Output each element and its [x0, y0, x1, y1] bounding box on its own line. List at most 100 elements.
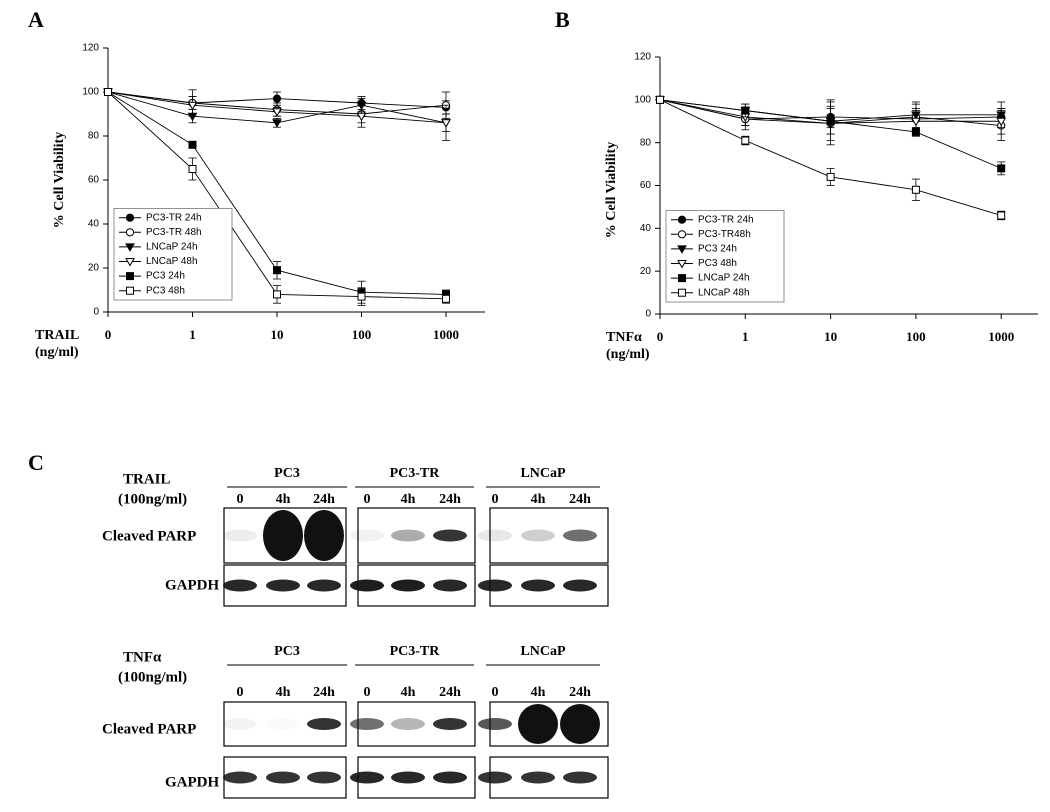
band — [223, 718, 257, 730]
y-tick-label: 120 — [82, 43, 99, 54]
y-tick-label: 80 — [640, 137, 652, 148]
marker — [677, 230, 687, 239]
lane-label: 4h — [401, 492, 416, 507]
marker — [357, 292, 366, 301]
band — [266, 771, 300, 784]
marker — [678, 274, 686, 283]
band — [518, 704, 558, 744]
x-tick-label: 0 — [105, 327, 112, 342]
y-tick-label: 0 — [93, 307, 99, 318]
panel-label: B — [555, 7, 570, 32]
marker — [272, 108, 282, 117]
band — [563, 579, 597, 592]
marker — [188, 140, 197, 149]
band — [266, 579, 300, 592]
row-label: GAPDH — [165, 577, 219, 593]
band — [263, 510, 303, 561]
marker — [996, 117, 1007, 127]
marker — [911, 127, 920, 136]
marker — [126, 272, 134, 281]
lane-label: 24h — [569, 685, 591, 700]
marker — [272, 119, 282, 128]
marker — [441, 119, 451, 128]
band — [350, 579, 384, 592]
marker — [188, 165, 197, 173]
marker — [125, 243, 135, 252]
legend-label: LNCaP 48h — [146, 256, 198, 267]
band — [350, 771, 384, 784]
lane-label: 0 — [492, 492, 499, 507]
legend-label: LNCaP 24h — [146, 242, 198, 253]
band — [433, 718, 467, 730]
x-tick-label: 1000 — [988, 329, 1014, 344]
row-label: Cleaved PARP — [102, 528, 196, 544]
marker — [678, 288, 686, 297]
band — [478, 579, 512, 592]
lane-label: 0 — [237, 492, 244, 507]
row-label: Cleaved PARP — [102, 721, 196, 737]
band — [266, 718, 300, 730]
marker — [125, 258, 135, 267]
y-axis-label: % Cell Viability — [52, 132, 67, 228]
band — [563, 529, 597, 542]
lane-label: 0 — [364, 492, 371, 507]
x-axis-label: TNFα — [606, 330, 642, 345]
band — [307, 771, 341, 784]
x-axis-label: (ng/ml) — [35, 345, 79, 360]
lane-label: 4h — [531, 685, 546, 700]
lane-label: 24h — [439, 492, 461, 507]
marker — [104, 88, 112, 96]
band — [478, 529, 512, 542]
y-tick-label: 100 — [82, 87, 99, 98]
marker — [126, 286, 134, 295]
marker — [187, 101, 198, 111]
y-tick-label: 120 — [634, 52, 651, 63]
cell-line-label: LNCaP — [520, 644, 566, 659]
lane-label: 4h — [276, 492, 291, 507]
lane-label: 4h — [531, 492, 546, 507]
y-tick-label: 100 — [634, 94, 651, 105]
marker — [273, 290, 281, 299]
band — [433, 529, 467, 542]
band — [478, 771, 512, 784]
marker — [677, 215, 687, 224]
cell-line-label: PC3-TR — [390, 644, 441, 659]
y-tick-label: 20 — [88, 263, 100, 274]
y-axis-label: % Cell Viability — [604, 142, 619, 238]
band — [560, 704, 600, 744]
lane-label: 24h — [569, 492, 591, 507]
treatment-label: TRAIL — [123, 471, 171, 487]
marker — [677, 260, 687, 269]
y-tick-label: 60 — [640, 180, 652, 191]
band — [478, 718, 512, 730]
y-tick-label: 40 — [640, 223, 652, 234]
band — [304, 510, 344, 561]
treatment-label: (100ng/ml) — [118, 491, 187, 507]
legend-box — [665, 209, 785, 303]
y-tick-label: 80 — [88, 131, 100, 142]
marker — [741, 136, 750, 145]
legend-label: LNCaP 24h — [698, 273, 750, 284]
y-tick-label: 60 — [88, 175, 100, 186]
band — [391, 718, 425, 730]
band — [521, 579, 555, 592]
cell-line-label: PC3-TR — [390, 466, 441, 481]
legend-box — [113, 207, 233, 301]
x-tick-label: 100 — [906, 329, 926, 344]
lane-label: 0 — [492, 685, 499, 700]
marker — [656, 95, 664, 104]
band — [391, 529, 425, 542]
band — [563, 771, 597, 784]
marker — [911, 117, 921, 127]
band — [307, 579, 341, 592]
legend-label: PC3 48h — [698, 258, 737, 269]
band — [223, 771, 257, 784]
lane-label: 0 — [364, 685, 371, 700]
marker — [125, 228, 135, 237]
legend-label: PC3 48h — [146, 285, 185, 296]
legend-label: PC3-TR 48h — [146, 227, 202, 238]
x-tick-label: 10 — [271, 327, 284, 342]
y-tick-label: 40 — [88, 219, 100, 230]
marker — [911, 185, 920, 194]
